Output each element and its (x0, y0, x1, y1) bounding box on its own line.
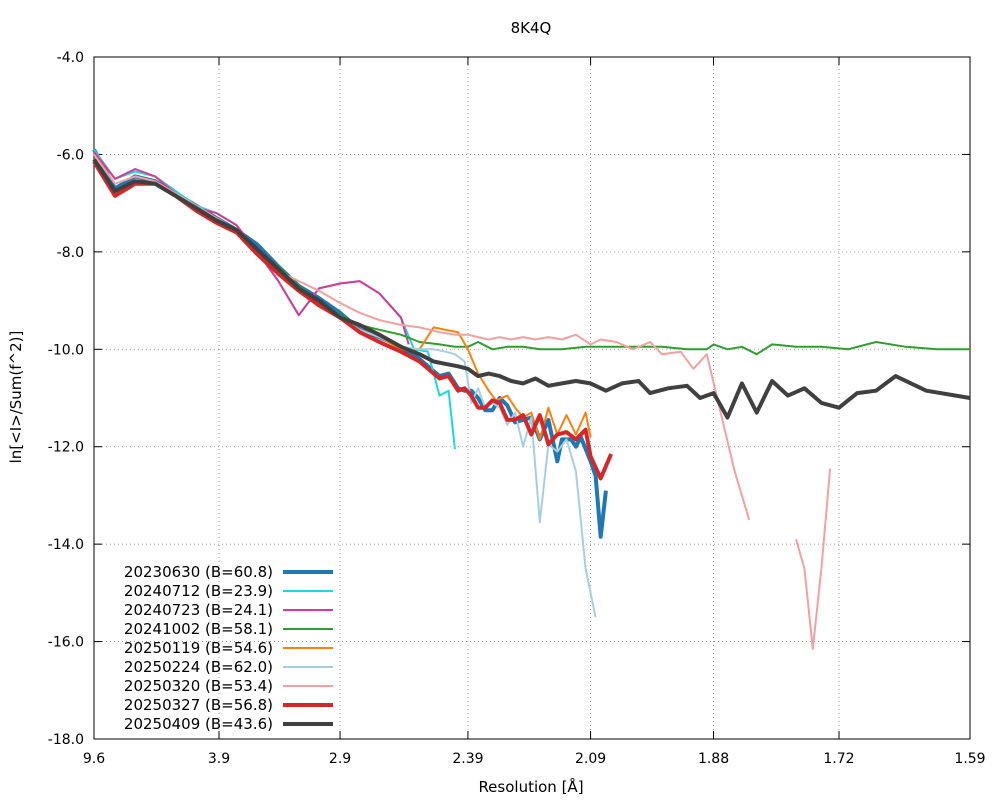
x-tick-label: 1.88 (698, 751, 729, 767)
y-tick-label: -4.0 (57, 50, 84, 66)
chart-title: 8K4Q (511, 19, 552, 37)
y-tick-label: -10.0 (48, 342, 84, 358)
y-tick-label: -16.0 (48, 635, 84, 651)
axes: -4.0 -6.0 -8.0 -10.0 -12.0 -14.0 -16.0 -18.0 9.6… (48, 50, 986, 767)
legend-label: 20250327 (B=56.8) (124, 696, 273, 714)
x-tick-label: 2.9 (329, 751, 351, 767)
y-tick-label: -18.0 (48, 732, 84, 748)
y-tick-label: -14.0 (48, 537, 84, 553)
legend-label: 20240712 (B=23.9) (124, 582, 273, 600)
series-line (92, 160, 613, 481)
legend-label: 20241002 (B=58.1) (124, 620, 273, 638)
x-tick-label: 1.72 (823, 751, 854, 767)
x-tick-label: 2.39 (452, 751, 483, 767)
legend: 20230630 (B=60.8)20240712 (B=23.9)202407… (124, 563, 333, 733)
legend-label: 20250409 (B=43.6) (124, 715, 273, 733)
y-tick-label: -6.0 (57, 147, 84, 163)
legend-label: 20250119 (B=54.6) (124, 639, 273, 657)
series-group (92, 148, 971, 650)
x-tick-label: 3.9 (208, 751, 230, 767)
series-line (92, 148, 608, 539)
legend-label: 20250224 (B=62.0) (124, 658, 273, 676)
series-line (92, 158, 971, 420)
legend-label: 20240723 (B=24.1) (124, 601, 273, 619)
legend-label: 20250320 (B=53.4) (124, 677, 273, 695)
y-tick-label: -12.0 (48, 440, 84, 456)
y-tick-label: -8.0 (57, 245, 84, 261)
legend-label: 20230630 (B=60.8) (124, 563, 273, 581)
x-tick-label: 1.59 (954, 751, 985, 767)
series-line (93, 158, 592, 441)
x-axis-label: Resolution [Å] (478, 777, 583, 796)
y-axis-label: ln[<I>/Sum(f^2)] (7, 331, 25, 464)
series-line (93, 158, 597, 618)
series-line (93, 149, 456, 450)
x-tick-label: 2.09 (575, 751, 606, 767)
series-line (93, 158, 970, 356)
x-tick-label: 9.6 (83, 751, 105, 767)
